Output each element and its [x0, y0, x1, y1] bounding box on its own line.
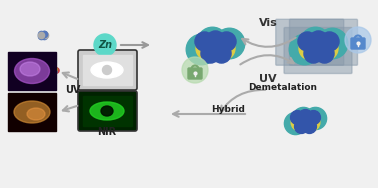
Text: Vis: Vis [259, 18, 277, 28]
Ellipse shape [101, 106, 113, 116]
FancyBboxPatch shape [351, 38, 365, 49]
Ellipse shape [20, 62, 40, 76]
FancyBboxPatch shape [78, 91, 137, 131]
FancyBboxPatch shape [276, 19, 344, 65]
FancyBboxPatch shape [188, 68, 202, 79]
Ellipse shape [14, 58, 50, 83]
Text: Zn: Zn [98, 40, 112, 50]
FancyBboxPatch shape [290, 19, 358, 65]
Text: Hybrid: Hybrid [211, 105, 245, 114]
Ellipse shape [91, 62, 123, 78]
Text: UV: UV [259, 74, 277, 84]
Circle shape [182, 57, 208, 83]
Text: NIR: NIR [98, 127, 116, 137]
Circle shape [345, 27, 371, 53]
Bar [8, 52, 56, 90]
FancyBboxPatch shape [78, 50, 137, 90]
Ellipse shape [90, 102, 124, 120]
Ellipse shape [27, 108, 45, 120]
Ellipse shape [14, 101, 50, 123]
Text: Demetalation: Demetalation [248, 83, 317, 92]
Bar [8, 93, 56, 131]
Circle shape [94, 34, 116, 56]
Text: UV: UV [65, 85, 81, 95]
FancyBboxPatch shape [284, 27, 352, 74]
Bar [83, 96, 132, 126]
Ellipse shape [102, 65, 112, 74]
Bar [83, 55, 132, 85]
